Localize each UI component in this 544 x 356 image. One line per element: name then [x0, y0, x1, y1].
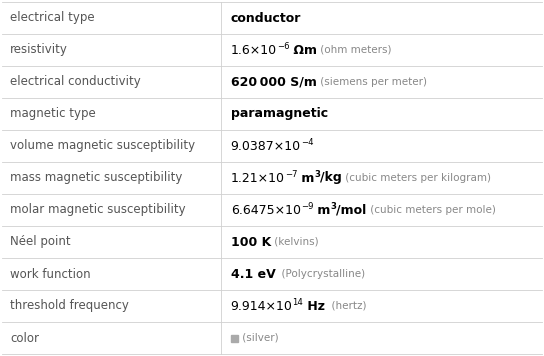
Text: 9.914×10: 9.914×10 [231, 299, 293, 313]
Text: (cubic meters per kilogram): (cubic meters per kilogram) [342, 173, 491, 183]
Text: m: m [297, 172, 314, 184]
Text: /kg: /kg [320, 172, 342, 184]
Text: 14: 14 [293, 298, 304, 307]
Bar [231, 335, 238, 341]
Text: magnetic type: magnetic type [10, 108, 96, 120]
Text: color: color [10, 331, 39, 345]
Text: (silver): (silver) [239, 333, 279, 343]
Text: (Polycrystalline): (Polycrystalline) [275, 269, 366, 279]
Text: paramagnetic: paramagnetic [231, 108, 328, 120]
Text: Néel point: Néel point [10, 236, 71, 248]
Text: resistivity: resistivity [10, 43, 68, 57]
Text: Hz: Hz [304, 299, 325, 313]
Text: 100 K: 100 K [231, 236, 271, 248]
Text: 1.21×10: 1.21×10 [231, 172, 285, 184]
Text: electrical type: electrical type [10, 11, 95, 25]
Text: −7: −7 [285, 170, 297, 179]
Text: 620 000 S/m: 620 000 S/m [231, 75, 317, 89]
Text: work function: work function [10, 267, 91, 281]
Text: 9.0387×10: 9.0387×10 [231, 140, 301, 152]
Text: (kelvins): (kelvins) [271, 237, 319, 247]
Text: 6.6475×10: 6.6475×10 [231, 204, 301, 216]
Text: −4: −4 [301, 138, 313, 147]
Text: 3: 3 [331, 202, 336, 211]
Text: m: m [313, 204, 331, 216]
Text: conductor: conductor [231, 11, 301, 25]
Text: (hertz): (hertz) [325, 301, 367, 311]
Text: /mol: /mol [336, 204, 367, 216]
Text: volume magnetic susceptibility: volume magnetic susceptibility [10, 140, 195, 152]
Text: (siemens per meter): (siemens per meter) [317, 77, 426, 87]
Text: −9: −9 [301, 202, 313, 211]
Text: 3: 3 [314, 170, 320, 179]
Text: mass magnetic susceptibility: mass magnetic susceptibility [10, 172, 182, 184]
Text: (cubic meters per mole): (cubic meters per mole) [367, 205, 496, 215]
Text: 1.6×10: 1.6×10 [231, 43, 277, 57]
Text: electrical conductivity: electrical conductivity [10, 75, 141, 89]
Text: threshold frequency: threshold frequency [10, 299, 129, 313]
Text: 4.1 eV: 4.1 eV [231, 267, 275, 281]
Text: molar magnetic susceptibility: molar magnetic susceptibility [10, 204, 186, 216]
Text: Ωm: Ωm [289, 43, 317, 57]
Text: (ohm meters): (ohm meters) [317, 45, 392, 55]
Text: −6: −6 [277, 42, 289, 51]
